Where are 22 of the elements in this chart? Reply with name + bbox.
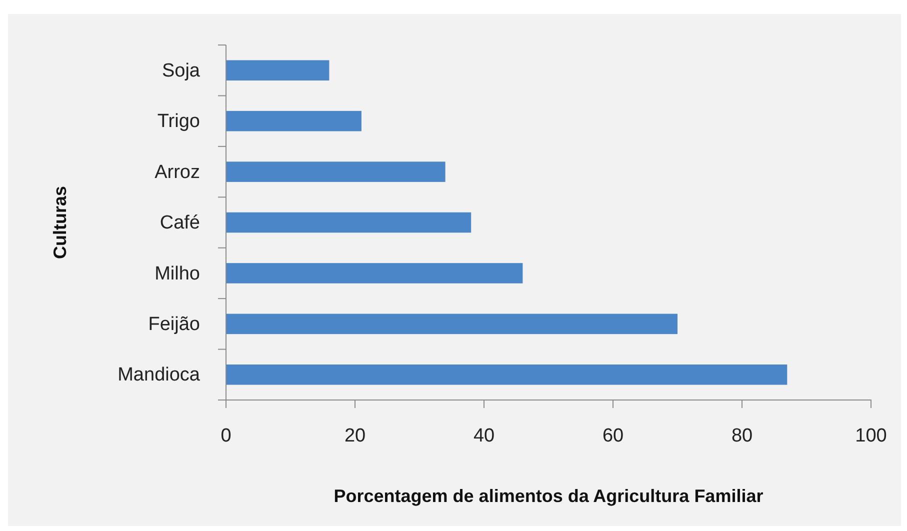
x-tick-label: 80: [731, 425, 753, 446]
bar: [226, 110, 362, 132]
y-tick-label: Soja: [162, 60, 200, 82]
bar: [226, 60, 330, 80]
y-tick-label: Feijão: [148, 314, 200, 336]
x-tick-label: 60: [602, 425, 624, 446]
y-tick-label: Mandioca: [118, 364, 200, 386]
x-axis-title: Porcentagem de alimentos da Agricultura Familiar: [334, 486, 764, 506]
x-tick-label: 0: [220, 425, 232, 446]
y-tick-label: Café: [160, 212, 200, 234]
bar: [226, 314, 678, 334]
x-tick-label: 100: [855, 425, 887, 446]
bar: [226, 364, 788, 385]
y-tick-label: Trigo: [157, 111, 200, 132]
y-axis-title: Culturas: [50, 186, 70, 260]
bar: [226, 263, 523, 284]
x-tick-label: 40: [473, 425, 495, 446]
y-tick-label: Arroz: [154, 162, 200, 183]
x-tick-label: 20: [344, 425, 366, 446]
y-tick-label: Milho: [154, 263, 200, 284]
bar: [226, 212, 472, 233]
bar: [226, 162, 446, 182]
